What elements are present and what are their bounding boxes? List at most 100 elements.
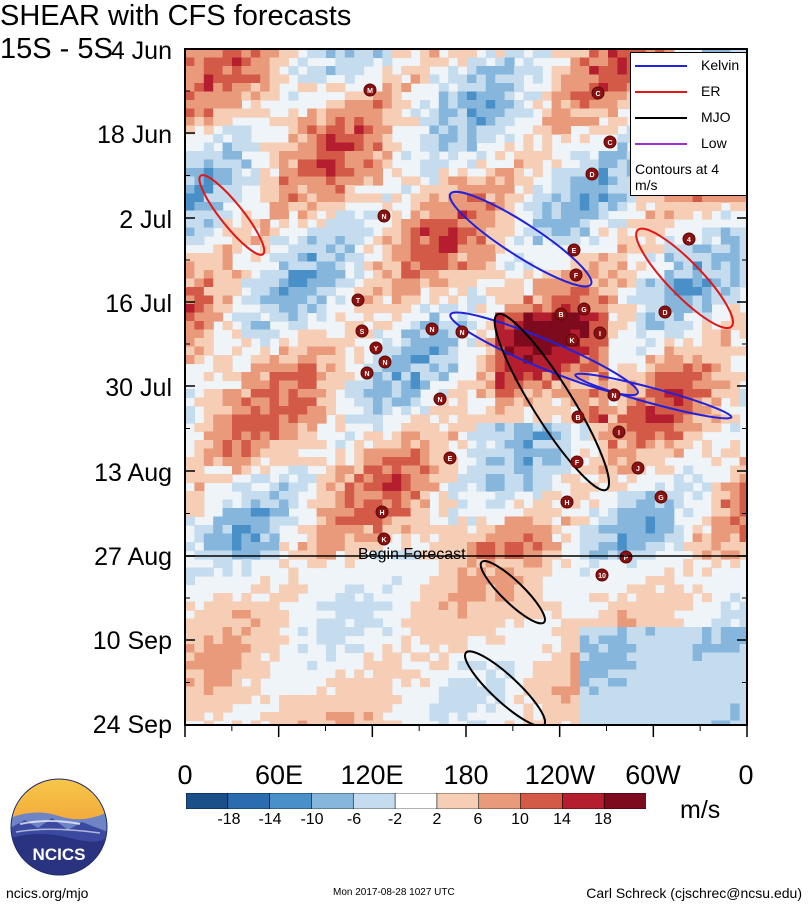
field-cell <box>297 253 308 263</box>
field-cell <box>645 601 656 611</box>
field-cell <box>570 652 581 662</box>
field-cell <box>279 219 289 229</box>
field-cell <box>711 338 722 348</box>
field-cell <box>589 465 600 475</box>
field-cell <box>373 448 383 458</box>
field-cell <box>260 355 271 365</box>
field-cell <box>232 49 242 59</box>
field-cell <box>363 380 374 390</box>
chart-title: SHEAR with CFS forecasts <box>0 0 352 32</box>
field-cell <box>335 346 346 356</box>
field-cell <box>485 678 496 688</box>
field-cell <box>410 482 421 492</box>
field-cell <box>363 533 374 543</box>
field-cell <box>297 142 308 152</box>
field-cell <box>636 720 647 725</box>
field-cell <box>373 108 383 118</box>
field-cell <box>420 499 430 509</box>
field-cell <box>194 669 205 679</box>
field-cell <box>739 491 747 501</box>
field-cell <box>344 508 355 518</box>
field-cell <box>720 499 731 509</box>
field-cell <box>203 652 214 662</box>
field-cell <box>354 389 365 399</box>
field-cell <box>551 372 562 382</box>
field-cell <box>551 66 562 76</box>
field-cell <box>438 567 449 577</box>
field-cell <box>279 491 289 501</box>
field-cell <box>232 695 242 705</box>
field-cell <box>711 380 722 390</box>
field-cell <box>589 525 600 535</box>
field-cell <box>551 168 562 178</box>
field-cell <box>589 618 600 628</box>
field-cell <box>589 686 600 696</box>
field-cell <box>250 533 261 543</box>
field-cell <box>297 363 308 373</box>
field-cell <box>608 66 618 76</box>
field-cell <box>683 363 694 373</box>
field-cell <box>213 261 224 271</box>
field-cell <box>354 457 365 467</box>
field-cell <box>504 338 515 348</box>
field-cell <box>608 652 618 662</box>
field-cell <box>655 457 665 467</box>
field-cell <box>598 355 609 365</box>
field-cell <box>222 635 233 645</box>
field-cell <box>720 346 731 356</box>
field-cell <box>194 618 205 628</box>
field-cell <box>617 712 628 722</box>
field-cell <box>645 406 656 416</box>
field-cell <box>720 287 731 297</box>
field-cell <box>636 516 647 526</box>
field-cell <box>297 151 308 161</box>
field-cell <box>692 278 703 288</box>
field-cell <box>354 261 365 271</box>
field-cell <box>185 159 195 169</box>
field-cell <box>598 542 609 552</box>
field-cell <box>570 312 581 322</box>
field-cell <box>222 652 233 662</box>
field-cell <box>561 321 571 331</box>
field-cell <box>363 695 374 705</box>
field-cell <box>655 219 665 229</box>
field-cell <box>194 355 205 365</box>
field-cell <box>279 151 289 161</box>
field-cell <box>410 423 421 433</box>
field-cell <box>335 533 346 543</box>
field-cell <box>222 295 233 305</box>
field-cell <box>589 185 600 195</box>
field-cell <box>194 168 205 178</box>
field-cell <box>645 380 656 390</box>
field-cell <box>260 440 271 450</box>
field-cell <box>692 414 703 424</box>
field-cell <box>213 100 224 110</box>
field-cell <box>673 423 684 433</box>
field-cell <box>579 533 590 543</box>
storm-marker: M <box>363 83 377 97</box>
field-cell <box>438 346 449 356</box>
field-cell <box>636 448 647 458</box>
field-cell <box>344 244 355 254</box>
contour-mjo <box>493 312 610 492</box>
field-cell <box>570 219 581 229</box>
colorbar-swatch <box>603 793 646 809</box>
field-cell <box>683 644 694 654</box>
field-cell <box>269 423 280 433</box>
field-cell <box>232 159 242 169</box>
field-cell <box>561 338 571 348</box>
field-cell <box>335 83 346 93</box>
field-cell <box>194 686 205 696</box>
field-cell <box>495 74 506 84</box>
field-cell <box>664 380 675 390</box>
field-cell <box>316 329 327 339</box>
field-cell <box>373 168 383 178</box>
field-cell <box>730 465 741 475</box>
field-cell <box>655 533 665 543</box>
field-cell <box>495 695 506 705</box>
field-cell <box>448 108 459 118</box>
field-cell <box>739 227 747 237</box>
field-cell <box>401 244 412 254</box>
field-cell <box>429 244 440 254</box>
field-cell <box>354 159 365 169</box>
